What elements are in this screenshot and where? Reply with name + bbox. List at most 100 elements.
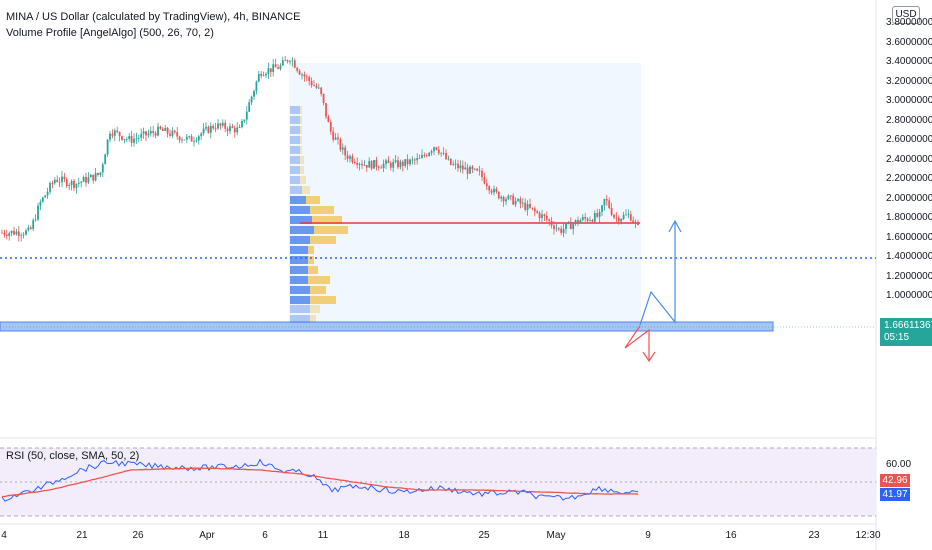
candle-body — [123, 138, 126, 140]
candle-body — [238, 126, 241, 128]
candle-body — [464, 167, 467, 170]
y-tick-label: 2.20000000 — [886, 173, 932, 184]
candle-body — [56, 179, 59, 182]
candle-body — [224, 122, 227, 129]
candle-body — [207, 126, 210, 133]
candle-body — [365, 164, 368, 168]
candle-body — [637, 222, 639, 226]
currency-button[interactable]: USD — [892, 6, 920, 24]
candle-body — [178, 136, 181, 141]
vp-bar-up — [290, 106, 300, 114]
x-tick-label: 23 — [808, 530, 820, 541]
candle-body — [200, 133, 203, 137]
x-tick-label: 12:30 — [855, 530, 881, 541]
vp-bar-up — [290, 206, 310, 214]
candle-body — [133, 138, 135, 143]
candle-body — [435, 147, 438, 150]
candle-body — [169, 133, 171, 136]
candle-body — [586, 218, 589, 221]
y-tick-label: 1.40000000 — [886, 251, 932, 262]
candlestick-series — [1, 56, 639, 242]
vp-bar-down — [300, 106, 302, 114]
candle-body — [421, 155, 423, 158]
candle-body — [598, 211, 601, 217]
candle-body — [380, 167, 383, 169]
candle-body — [142, 131, 145, 134]
candle-body — [152, 131, 155, 133]
candle-body — [562, 229, 565, 233]
candle-body — [397, 160, 399, 168]
candle-body — [159, 126, 162, 129]
candle-body — [541, 214, 543, 218]
candle-body — [303, 74, 306, 77]
vp-bar-down — [308, 246, 314, 254]
candle-body — [260, 73, 263, 76]
candle-body — [339, 139, 342, 150]
candle-body — [39, 201, 42, 206]
y-tick-label: 3.00000000 — [886, 95, 932, 106]
candle-body — [37, 205, 39, 220]
vp-bar-down — [310, 315, 316, 323]
candle-body — [58, 181, 61, 183]
candle-body — [437, 149, 440, 154]
candle-body — [423, 155, 426, 156]
candle-body — [548, 219, 551, 221]
candle-body — [32, 220, 35, 229]
vp-bar-down — [300, 176, 306, 184]
candle-body — [65, 179, 68, 187]
candle-body — [53, 179, 56, 184]
candle-body — [305, 76, 308, 78]
candle-body — [320, 87, 323, 94]
candle-body — [185, 136, 188, 140]
chart-title: MINA / US Dollar (calculated by TradingV… — [6, 11, 301, 23]
candle-body — [425, 155, 428, 157]
x-tick-label: 18 — [398, 530, 410, 541]
candle-body — [13, 230, 15, 235]
candle-body — [536, 211, 539, 213]
candle-body — [521, 202, 524, 204]
candle-body — [284, 60, 287, 62]
candle-body — [233, 127, 236, 133]
candle-body — [605, 199, 608, 201]
candle-body — [212, 125, 215, 129]
vp-bar-up — [290, 305, 310, 313]
vp-bar-up — [290, 296, 310, 304]
vp-bar-down — [300, 136, 302, 144]
candle-body — [329, 122, 332, 132]
candle-body — [75, 183, 78, 188]
candle-body — [253, 90, 255, 97]
candle-body — [61, 176, 63, 183]
candle-body — [164, 127, 167, 131]
candle-body — [322, 93, 325, 104]
candle-body — [289, 61, 291, 62]
candle-body — [205, 126, 207, 129]
candle-body — [161, 128, 164, 131]
vp-bar-down — [310, 236, 336, 244]
candle-body — [591, 220, 594, 222]
candle-body — [387, 160, 390, 163]
candle-body — [368, 161, 371, 168]
candle-body — [550, 220, 553, 226]
down-projection — [624, 325, 650, 360]
y-tick-label: 3.80000000 — [886, 17, 932, 28]
up-arrow-head — [668, 219, 682, 233]
candle-body — [454, 163, 457, 165]
candle-body — [188, 136, 191, 138]
candle-body — [190, 136, 193, 142]
candle-body — [92, 174, 95, 181]
vp-bar-down — [300, 146, 302, 154]
rsi-legend: RSI (50, close, SMA, 50, 2) — [6, 450, 140, 462]
candle-body — [20, 235, 23, 237]
candle-body — [481, 170, 483, 177]
candle-body — [217, 123, 219, 129]
candle-body — [315, 85, 318, 88]
candle-body — [596, 213, 599, 217]
vp-bar-down — [300, 166, 304, 174]
candle-body — [157, 126, 159, 136]
vp-bar-down — [306, 196, 320, 204]
candle-body — [226, 128, 229, 132]
candle-body — [382, 163, 385, 168]
candle-body — [375, 159, 378, 167]
candle-body — [229, 126, 231, 132]
